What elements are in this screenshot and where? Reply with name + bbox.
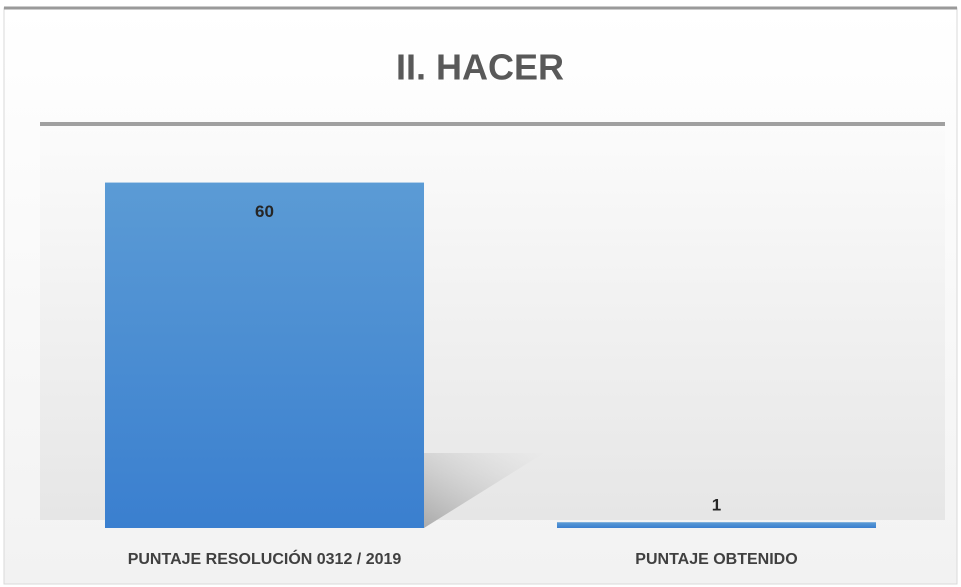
x-tick-label: PUNTAJE OBTENIDO <box>635 551 797 568</box>
chart-title: II. HACER <box>396 47 564 88</box>
data-label: 1 <box>712 495 721 514</box>
bar <box>556 522 877 528</box>
data-label: 60 <box>255 202 274 221</box>
bar-shadow <box>424 453 545 528</box>
x-tick-label: PUNTAJE RESOLUCIÓN 0312 / 2019 <box>128 549 402 568</box>
bar <box>104 182 425 529</box>
